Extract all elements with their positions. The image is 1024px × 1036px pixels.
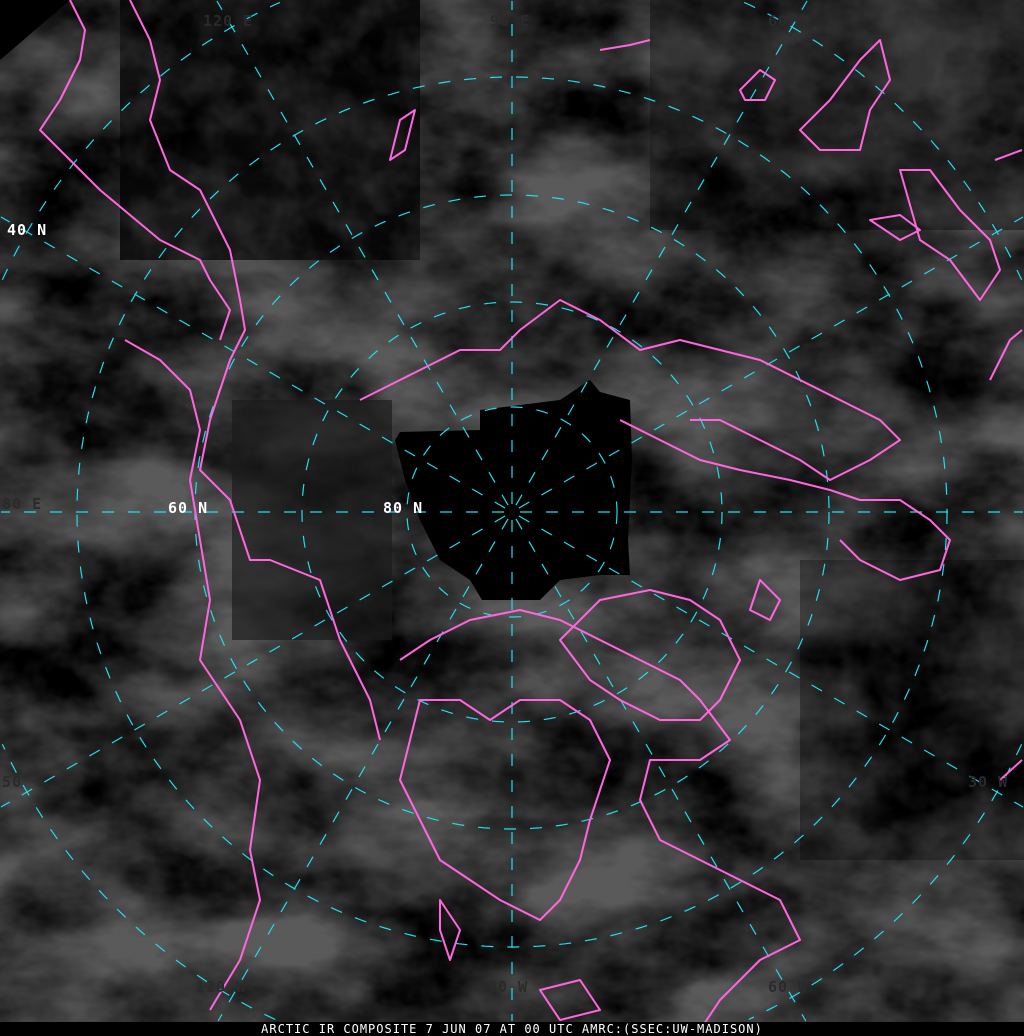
meridian-line — [0, 216, 506, 509]
meridian-label-30w: 30 W — [968, 773, 1009, 791]
meridian-label-90e: 90 E — [490, 12, 531, 30]
meridian-label-180: 80 E — [2, 495, 43, 513]
parallel-label-40n: 40 N — [7, 221, 48, 239]
meridian-line — [0, 515, 506, 808]
parallel-circle — [301, 301, 723, 723]
image-caption: ARCTIC IR COMPOSITE 7 JUN 07 AT 00 UTC A… — [0, 1022, 1024, 1036]
meridian-line — [216, 0, 509, 506]
meridian-line — [518, 515, 1024, 808]
meridian-line — [518, 216, 1024, 509]
meridian-label-120e: 120 E — [203, 12, 254, 30]
meridian-label-60e: 60 E — [768, 12, 809, 30]
parallel-circle — [406, 406, 618, 618]
meridian-line — [515, 0, 808, 506]
meridian-label-120w: 120 W — [196, 978, 247, 996]
meridian-label-150w: 50 — [2, 773, 23, 791]
meridian-line — [515, 518, 807, 1022]
dark-land-patch — [232, 400, 392, 640]
parallel-label-60n: 60 N — [168, 499, 209, 517]
meridian-line — [217, 518, 509, 1022]
coastlines — [39, 0, 1023, 1031]
meridian-label-60w: 60 W — [768, 978, 809, 996]
meridian-label-90w: 90 W — [488, 978, 529, 996]
corner-mask-tl — [0, 0, 70, 60]
parallel-label-80n: 80 N — [383, 499, 424, 517]
